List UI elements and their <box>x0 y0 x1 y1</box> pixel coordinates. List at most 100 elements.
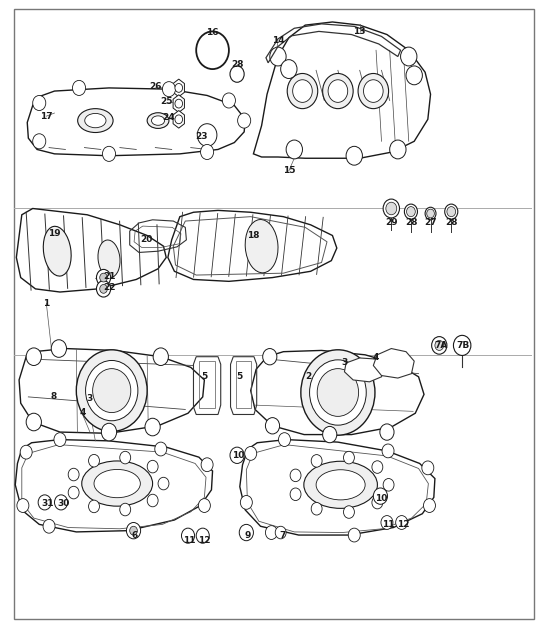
Circle shape <box>380 424 394 440</box>
Circle shape <box>372 496 383 509</box>
Text: 8: 8 <box>50 392 57 401</box>
Text: 1: 1 <box>43 299 50 308</box>
Ellipse shape <box>94 470 141 497</box>
Circle shape <box>162 82 175 97</box>
Circle shape <box>422 461 434 475</box>
Circle shape <box>423 499 435 512</box>
Circle shape <box>230 447 244 463</box>
Circle shape <box>101 423 117 441</box>
Circle shape <box>238 113 251 128</box>
Circle shape <box>383 199 399 218</box>
Polygon shape <box>16 208 166 292</box>
Circle shape <box>128 524 140 538</box>
Text: 7A: 7A <box>435 341 448 350</box>
Ellipse shape <box>98 240 120 278</box>
Circle shape <box>88 500 99 512</box>
Circle shape <box>175 99 183 108</box>
Text: 16: 16 <box>207 28 219 37</box>
Circle shape <box>239 524 253 541</box>
Circle shape <box>181 528 195 543</box>
Text: 28: 28 <box>405 219 417 227</box>
Circle shape <box>147 460 158 473</box>
Circle shape <box>287 73 318 109</box>
Text: 26: 26 <box>149 82 161 91</box>
Circle shape <box>390 140 406 159</box>
Text: 5: 5 <box>201 372 208 381</box>
Circle shape <box>102 146 116 161</box>
Circle shape <box>323 73 353 109</box>
Circle shape <box>382 444 394 458</box>
Circle shape <box>281 60 297 78</box>
Circle shape <box>33 134 46 149</box>
Text: 3: 3 <box>341 359 348 367</box>
Text: 18: 18 <box>247 231 259 240</box>
Circle shape <box>435 340 444 350</box>
Circle shape <box>126 522 141 539</box>
Text: 9: 9 <box>245 531 251 539</box>
Circle shape <box>120 452 131 464</box>
Text: 31: 31 <box>41 499 53 508</box>
Circle shape <box>372 461 383 474</box>
Circle shape <box>343 452 354 464</box>
Circle shape <box>311 502 322 515</box>
Text: 15: 15 <box>283 166 295 175</box>
Circle shape <box>346 146 362 165</box>
Circle shape <box>198 499 210 512</box>
Ellipse shape <box>152 116 165 125</box>
Circle shape <box>201 144 214 160</box>
Circle shape <box>373 488 387 504</box>
Circle shape <box>100 273 107 282</box>
Circle shape <box>68 486 79 499</box>
Circle shape <box>364 80 383 102</box>
Circle shape <box>175 115 183 124</box>
Text: 2: 2 <box>305 372 311 381</box>
Circle shape <box>155 442 167 456</box>
Polygon shape <box>344 358 384 382</box>
Circle shape <box>130 526 137 535</box>
Circle shape <box>401 47 417 66</box>
Circle shape <box>453 335 471 355</box>
Circle shape <box>396 516 408 529</box>
Circle shape <box>68 468 79 481</box>
Circle shape <box>76 350 147 431</box>
Circle shape <box>201 458 213 472</box>
Circle shape <box>317 369 359 416</box>
Text: 24: 24 <box>162 113 175 122</box>
Circle shape <box>407 207 415 217</box>
Ellipse shape <box>304 461 378 509</box>
Circle shape <box>445 204 458 219</box>
Text: 28: 28 <box>445 219 457 227</box>
Circle shape <box>96 269 111 286</box>
Polygon shape <box>173 111 184 128</box>
Circle shape <box>197 124 217 146</box>
Circle shape <box>153 348 168 365</box>
Text: 20: 20 <box>140 236 152 244</box>
Circle shape <box>290 488 301 501</box>
Circle shape <box>381 516 393 529</box>
Circle shape <box>311 455 322 467</box>
Circle shape <box>286 140 302 159</box>
Text: 11: 11 <box>382 520 394 529</box>
Text: 29: 29 <box>385 219 398 227</box>
Ellipse shape <box>245 220 278 273</box>
Circle shape <box>348 528 360 542</box>
Text: 12: 12 <box>397 520 409 529</box>
Circle shape <box>20 445 32 459</box>
Circle shape <box>406 66 422 85</box>
Circle shape <box>145 418 160 436</box>
Circle shape <box>38 495 51 510</box>
Text: 14: 14 <box>271 36 284 45</box>
Circle shape <box>265 526 277 539</box>
Circle shape <box>43 519 55 533</box>
Circle shape <box>270 47 286 66</box>
Text: 7: 7 <box>279 531 286 539</box>
Text: 27: 27 <box>424 219 437 227</box>
Text: 3: 3 <box>87 394 93 403</box>
Polygon shape <box>19 349 204 433</box>
Circle shape <box>386 202 397 215</box>
Polygon shape <box>168 210 337 281</box>
Circle shape <box>427 209 434 218</box>
Circle shape <box>278 433 290 447</box>
Ellipse shape <box>316 470 365 500</box>
Polygon shape <box>15 440 213 532</box>
